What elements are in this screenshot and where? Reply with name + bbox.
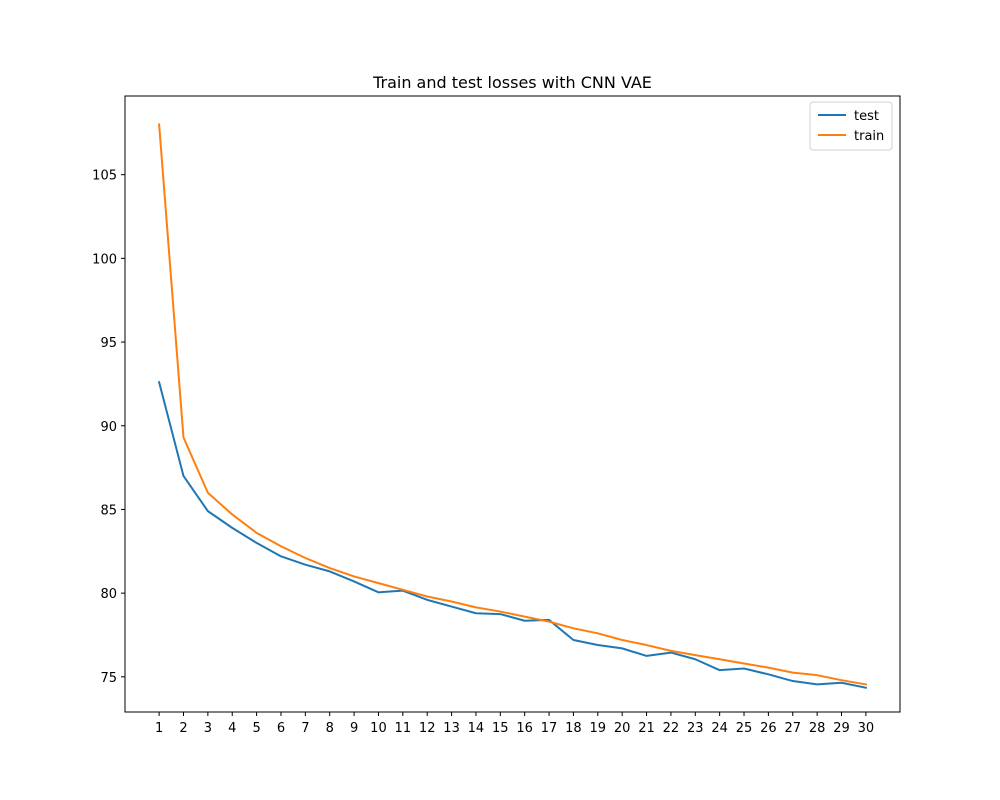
y-tick-label: 90 [100, 420, 117, 435]
x-tick-label: 2 [179, 721, 187, 736]
x-tick-label: 30 [858, 721, 875, 736]
x-tick-label: 23 [687, 721, 704, 736]
legend: test train [809, 101, 893, 151]
x-axis: 1 2 3 4 5 6 7 8 9 10 11 12 13 14 15 16 17 18 19 20 21 22 23 24 2… [155, 712, 874, 736]
legend-label-train: train [854, 129, 884, 144]
chart-title: Train and test losses with CNN VAE [372, 73, 652, 92]
y-axis: 75 80 85 90 95 100 105 [92, 169, 125, 686]
x-tick-label: 12 [419, 721, 436, 736]
series-line-train [158, 123, 868, 686]
x-tick-label: 9 [350, 721, 358, 736]
x-tick-label: 16 [516, 721, 533, 736]
x-tick-label: 19 [590, 721, 607, 736]
x-tick-label: 8 [326, 721, 334, 736]
y-tick-label: 95 [100, 336, 117, 351]
x-tick-label: 27 [784, 721, 801, 736]
x-tick-label: 29 [833, 721, 850, 736]
x-tick-label: 17 [541, 721, 558, 736]
y-tick-label: 80 [100, 587, 117, 602]
y-tick-label: 100 [92, 252, 117, 267]
x-tick-label: 18 [565, 721, 582, 736]
x-tick-label: 13 [443, 721, 460, 736]
x-tick-label: 15 [492, 721, 509, 736]
series-line-test [157, 381, 868, 689]
x-tick-label: 21 [638, 721, 655, 736]
y-tick-label: 75 [100, 671, 117, 686]
y-tick-label: 85 [100, 503, 117, 518]
x-tick-label: 6 [277, 721, 285, 736]
x-tick-label: 3 [204, 721, 212, 736]
legend-label-test: test [854, 109, 879, 124]
x-tick-label: 24 [711, 721, 728, 736]
x-tick-label: 5 [252, 721, 260, 736]
x-tick-label: 7 [301, 721, 309, 736]
x-tick-label: 22 [663, 721, 680, 736]
x-tick-label: 11 [395, 721, 412, 736]
x-tick-label: 10 [370, 721, 387, 736]
x-tick-label: 1 [155, 721, 163, 736]
x-tick-label: 4 [228, 721, 236, 736]
x-tick-label: 26 [760, 721, 777, 736]
x-tick-label: 25 [736, 721, 753, 736]
axes-frame [124, 95, 901, 713]
x-tick-label: 20 [614, 721, 631, 736]
x-tick-label: 14 [468, 721, 485, 736]
x-tick-label: 28 [809, 721, 826, 736]
y-tick-label: 105 [92, 169, 117, 184]
